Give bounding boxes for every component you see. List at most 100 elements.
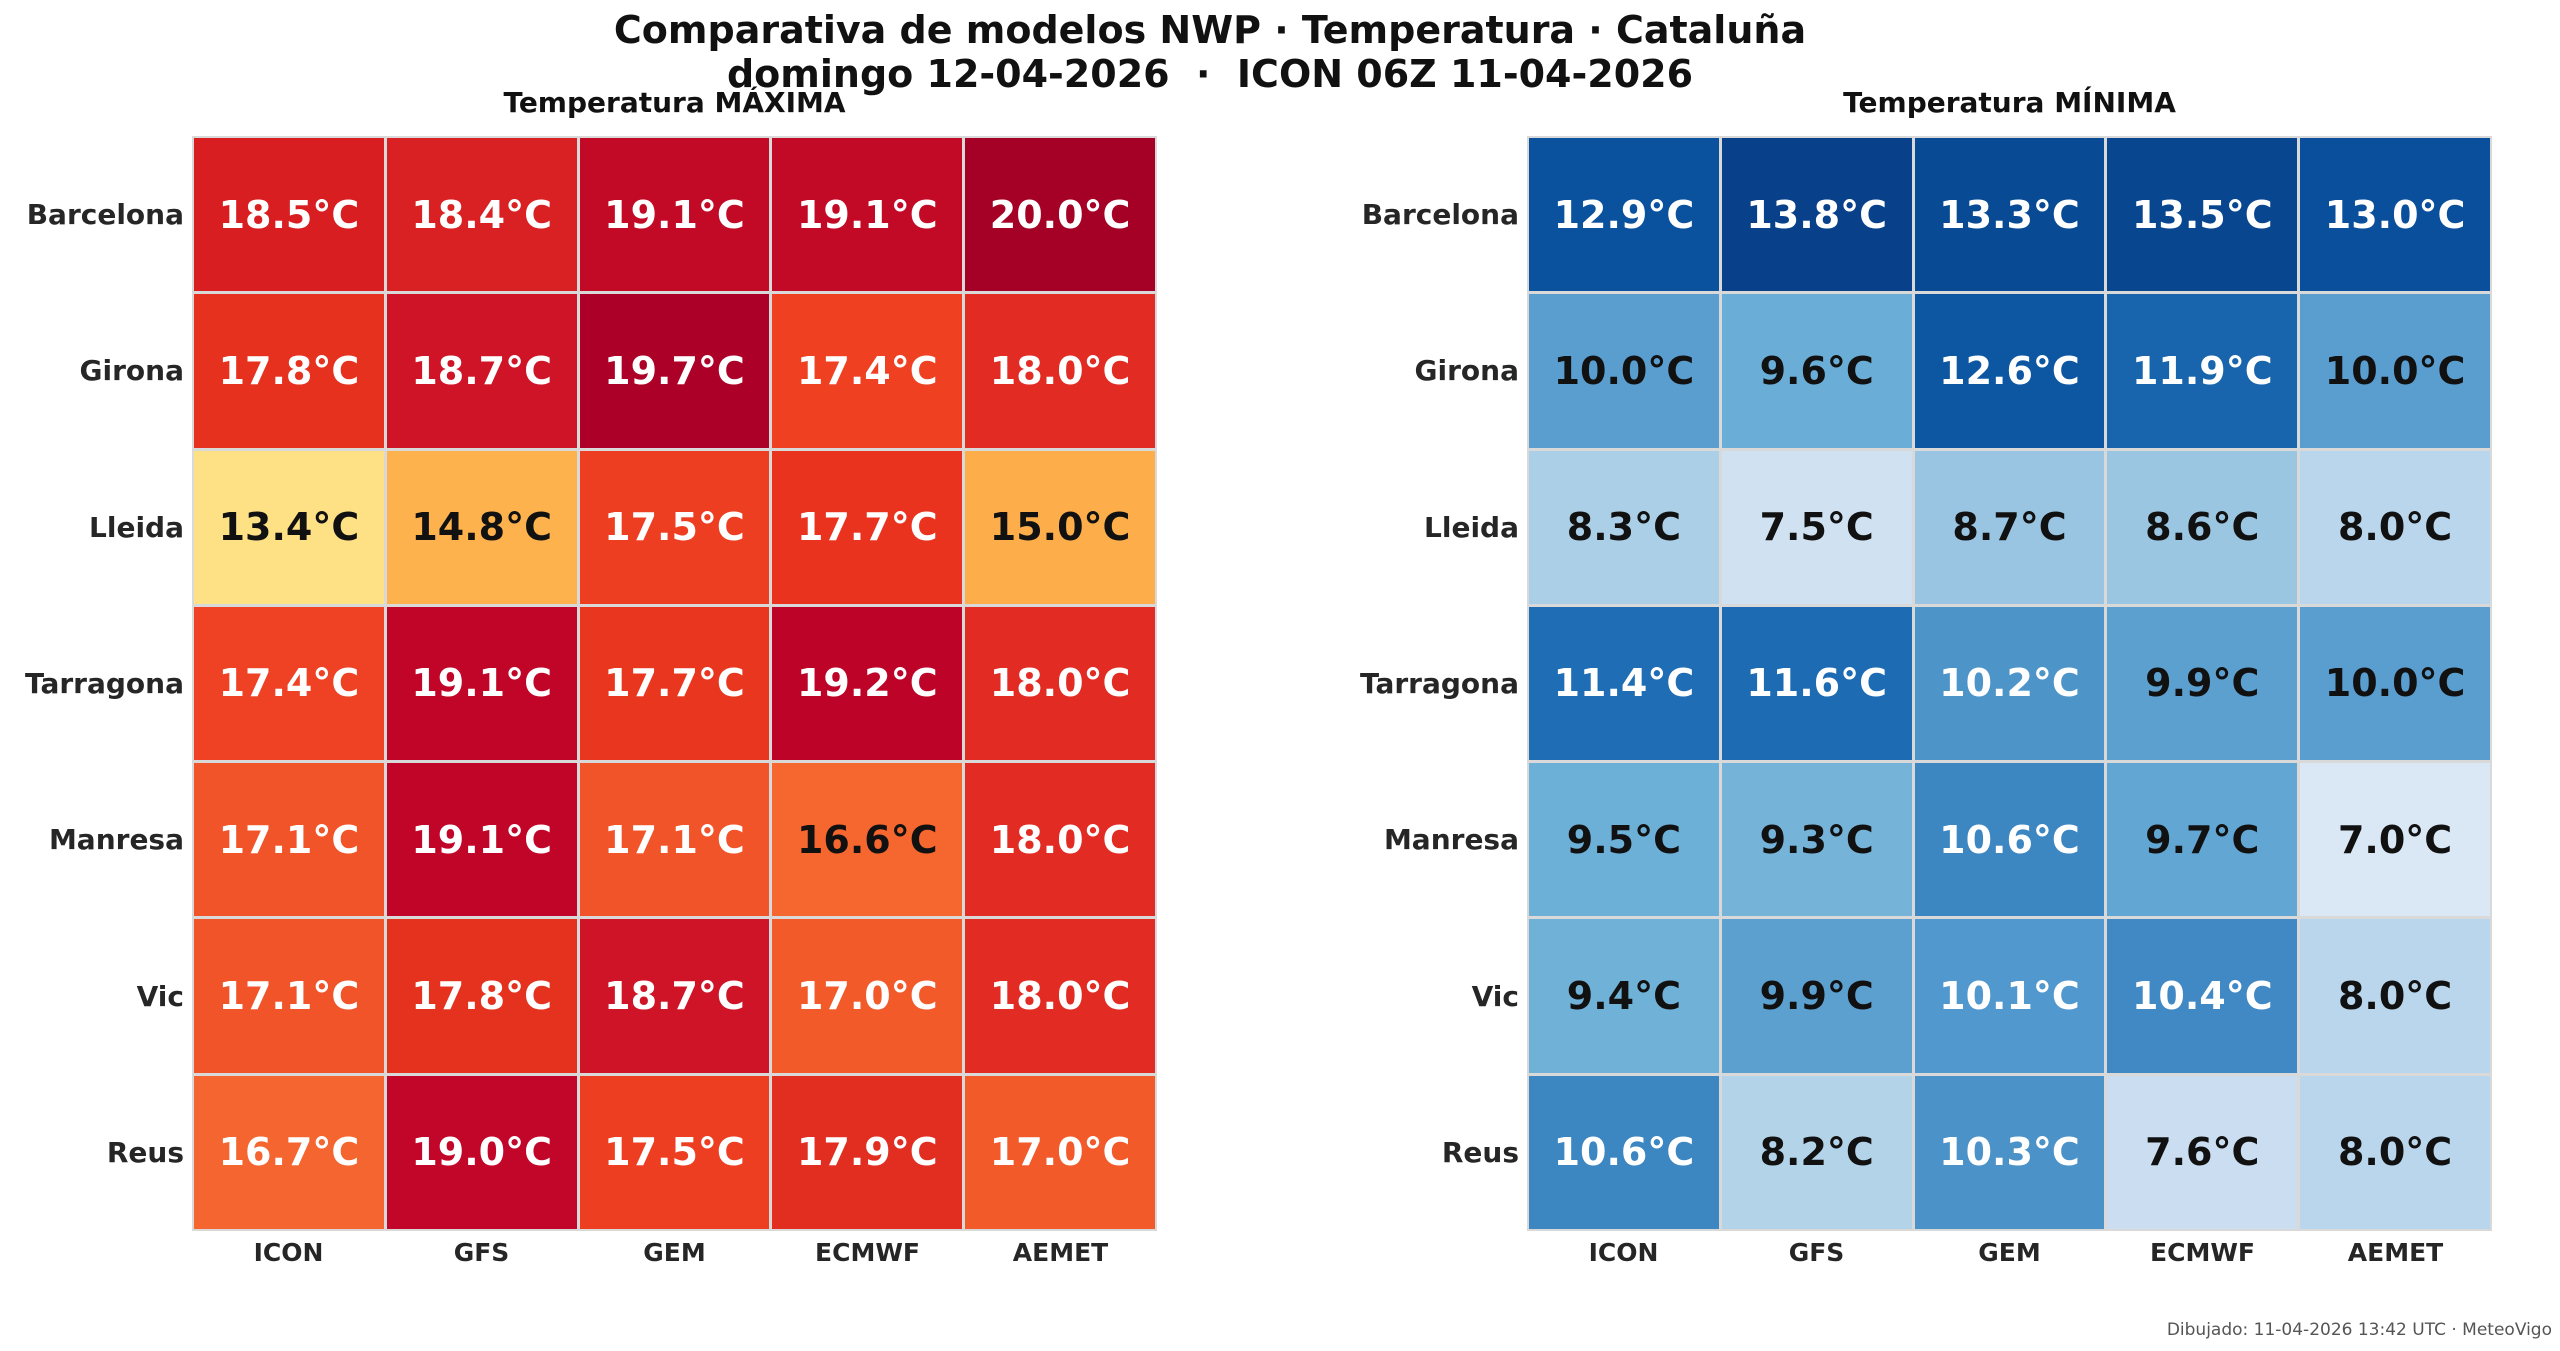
heatmap-cell: 17.0°C	[772, 919, 963, 1073]
heatmap-cell: 9.6°C	[1721, 294, 1912, 448]
max-column-labels: ICON GFS GEM ECMWF AEMET	[192, 1236, 1157, 1270]
row-label: Reus	[106, 1136, 184, 1170]
row-label: Manresa	[48, 823, 184, 857]
heatmap-cell: 10.0°C	[1529, 294, 1719, 448]
row-label: Lleida	[89, 510, 184, 544]
heatmap-cell: 10.3°C	[1914, 1075, 2105, 1229]
row-label: Girona	[1414, 354, 1519, 388]
heatmap-cell: 8.0°C	[2300, 919, 2490, 1073]
column-label: AEMET	[1012, 1238, 1109, 1267]
row-label: Tarragona	[24, 666, 184, 700]
max-heatmap: 18.5°C 18.4°C 19.1°C 19.1°C 20.0°C 17.8°C 18.7…	[192, 136, 1157, 1231]
heatmap-cell: 13.3°C	[1914, 138, 2105, 292]
min-heatmap: 12.9°C 13.8°C 13.3°C 13.5°C 13.0°C 10.0°C 9.6°…	[1527, 136, 2492, 1231]
heatmap-cell: 8.3°C	[1529, 450, 1719, 604]
heatmap-cell: 7.0°C	[2300, 763, 2490, 917]
heatmap-cell: 17.8°C	[194, 294, 384, 448]
heatmap-cell: 11.6°C	[1721, 606, 1912, 761]
column-label: ICON	[1588, 1238, 1659, 1267]
heatmap-cell: 8.0°C	[2300, 1075, 2490, 1229]
heatmap-cell: 7.6°C	[2107, 1075, 2298, 1229]
heatmap-cell: 19.2°C	[772, 606, 963, 761]
heatmap-cell: 17.0°C	[965, 1075, 1155, 1229]
heatmap-cell: 16.6°C	[772, 763, 963, 917]
heatmap-cell: 20.0°C	[965, 138, 1155, 292]
min-column-labels: ICON GFS GEM ECMWF AEMET	[1527, 1236, 2492, 1270]
row-label: Lleida	[1424, 510, 1519, 544]
heatmap-cell: 17.9°C	[772, 1075, 963, 1229]
heatmap-cell: 9.5°C	[1529, 763, 1719, 917]
heatmap-cell: 14.8°C	[386, 450, 577, 604]
column-label: ECMWF	[2150, 1238, 2255, 1267]
heatmap-cell: 10.4°C	[2107, 919, 2298, 1073]
heatmap-cell: 10.2°C	[1914, 606, 2105, 761]
heatmap-cell: 11.9°C	[2107, 294, 2298, 448]
heatmap-cell: 19.7°C	[579, 294, 770, 448]
row-label: Manresa	[1383, 823, 1519, 857]
heatmap-cell: 17.8°C	[386, 919, 577, 1073]
heatmap-cell: 17.7°C	[579, 606, 770, 761]
row-label: Girona	[79, 354, 184, 388]
heatmap-cell: 19.1°C	[579, 138, 770, 292]
heatmap-cell: 17.4°C	[194, 606, 384, 761]
row-label: Vic	[1471, 979, 1519, 1013]
heatmap-cell: 10.6°C	[1914, 763, 2105, 917]
heatmap-cell: 10.0°C	[2300, 606, 2490, 761]
column-label: GFS	[453, 1238, 510, 1267]
max-panel-title: Temperatura MÁXIMA	[503, 86, 846, 119]
figure-title: Comparativa de modelos NWP · Temperatura…	[613, 8, 1807, 52]
heatmap-cell: 17.7°C	[772, 450, 963, 604]
row-label: Barcelona	[26, 197, 184, 231]
row-label: Barcelona	[1361, 197, 1519, 231]
heatmap-cell: 18.0°C	[965, 763, 1155, 917]
heatmap-cell: 19.1°C	[386, 606, 577, 761]
heatmap-cell: 8.7°C	[1914, 450, 2105, 604]
heatmap-cell: 18.7°C	[579, 919, 770, 1073]
heatmap-cell: 13.0°C	[2300, 138, 2490, 292]
row-label: Tarragona	[1359, 666, 1519, 700]
heatmap-cell: 10.1°C	[1914, 919, 2105, 1073]
column-label: GEM	[1978, 1238, 2041, 1267]
heatmap-cell: 19.1°C	[386, 763, 577, 917]
heatmap-cell: 9.4°C	[1529, 919, 1719, 1073]
heatmap-cell: 13.4°C	[194, 450, 384, 604]
heatmap-cell: 19.1°C	[772, 138, 963, 292]
heatmap-cell: 18.4°C	[386, 138, 577, 292]
heatmap-cell: 7.5°C	[1721, 450, 1912, 604]
heatmap-cell: 9.3°C	[1721, 763, 1912, 917]
heatmap-cell: 17.1°C	[194, 919, 384, 1073]
heatmap-cell: 18.0°C	[965, 606, 1155, 761]
heatmap-cell: 18.7°C	[386, 294, 577, 448]
heatmap-cell: 8.0°C	[2300, 450, 2490, 604]
heatmap-cell: 8.2°C	[1721, 1075, 1912, 1229]
heatmap-cell: 18.5°C	[194, 138, 384, 292]
figure-subtitle: domingo 12-04-2026 · ICON 06Z 11-04-2026	[726, 52, 1694, 96]
max-row-labels: Barcelona Girona Lleida Tarragona Manresa Vic…	[3, 136, 188, 1231]
column-label: AEMET	[2347, 1238, 2444, 1267]
heatmap-cell: 19.0°C	[386, 1075, 577, 1229]
row-label: Vic	[136, 979, 184, 1013]
heatmap-cell: 11.4°C	[1529, 606, 1719, 761]
min-panel-title: Temperatura MÍNIMA	[1843, 86, 2176, 119]
heatmap-cell: 9.9°C	[2107, 606, 2298, 761]
heatmap-cell: 12.9°C	[1529, 138, 1719, 292]
heatmap-cell: 12.6°C	[1914, 294, 2105, 448]
row-label: Reus	[1441, 1136, 1519, 1170]
heatmap-cell: 18.0°C	[965, 919, 1155, 1073]
column-label: GFS	[1788, 1238, 1845, 1267]
heatmap-cell: 10.0°C	[2300, 294, 2490, 448]
heatmap-cell: 13.8°C	[1721, 138, 1912, 292]
heatmap-cell: 17.1°C	[194, 763, 384, 917]
heatmap-cell: 9.9°C	[1721, 919, 1912, 1073]
heatmap-cell: 10.6°C	[1529, 1075, 1719, 1229]
heatmap-cell: 13.5°C	[2107, 138, 2298, 292]
column-label: ECMWF	[815, 1238, 920, 1267]
min-row-labels: Barcelona Girona Lleida Tarragona Manresa Vic…	[1338, 136, 1523, 1231]
heatmap-cell: 17.5°C	[579, 1075, 770, 1229]
heatmap-cell: 9.7°C	[2107, 763, 2298, 917]
footer-credit: Dibujado: 11-04-2026 13:42 UTC · MeteoVi…	[2166, 1320, 2552, 1340]
heatmap-cell: 18.0°C	[965, 294, 1155, 448]
heatmap-cell: 16.7°C	[194, 1075, 384, 1229]
heatmap-cell: 17.4°C	[772, 294, 963, 448]
heatmap-cell: 17.5°C	[579, 450, 770, 604]
